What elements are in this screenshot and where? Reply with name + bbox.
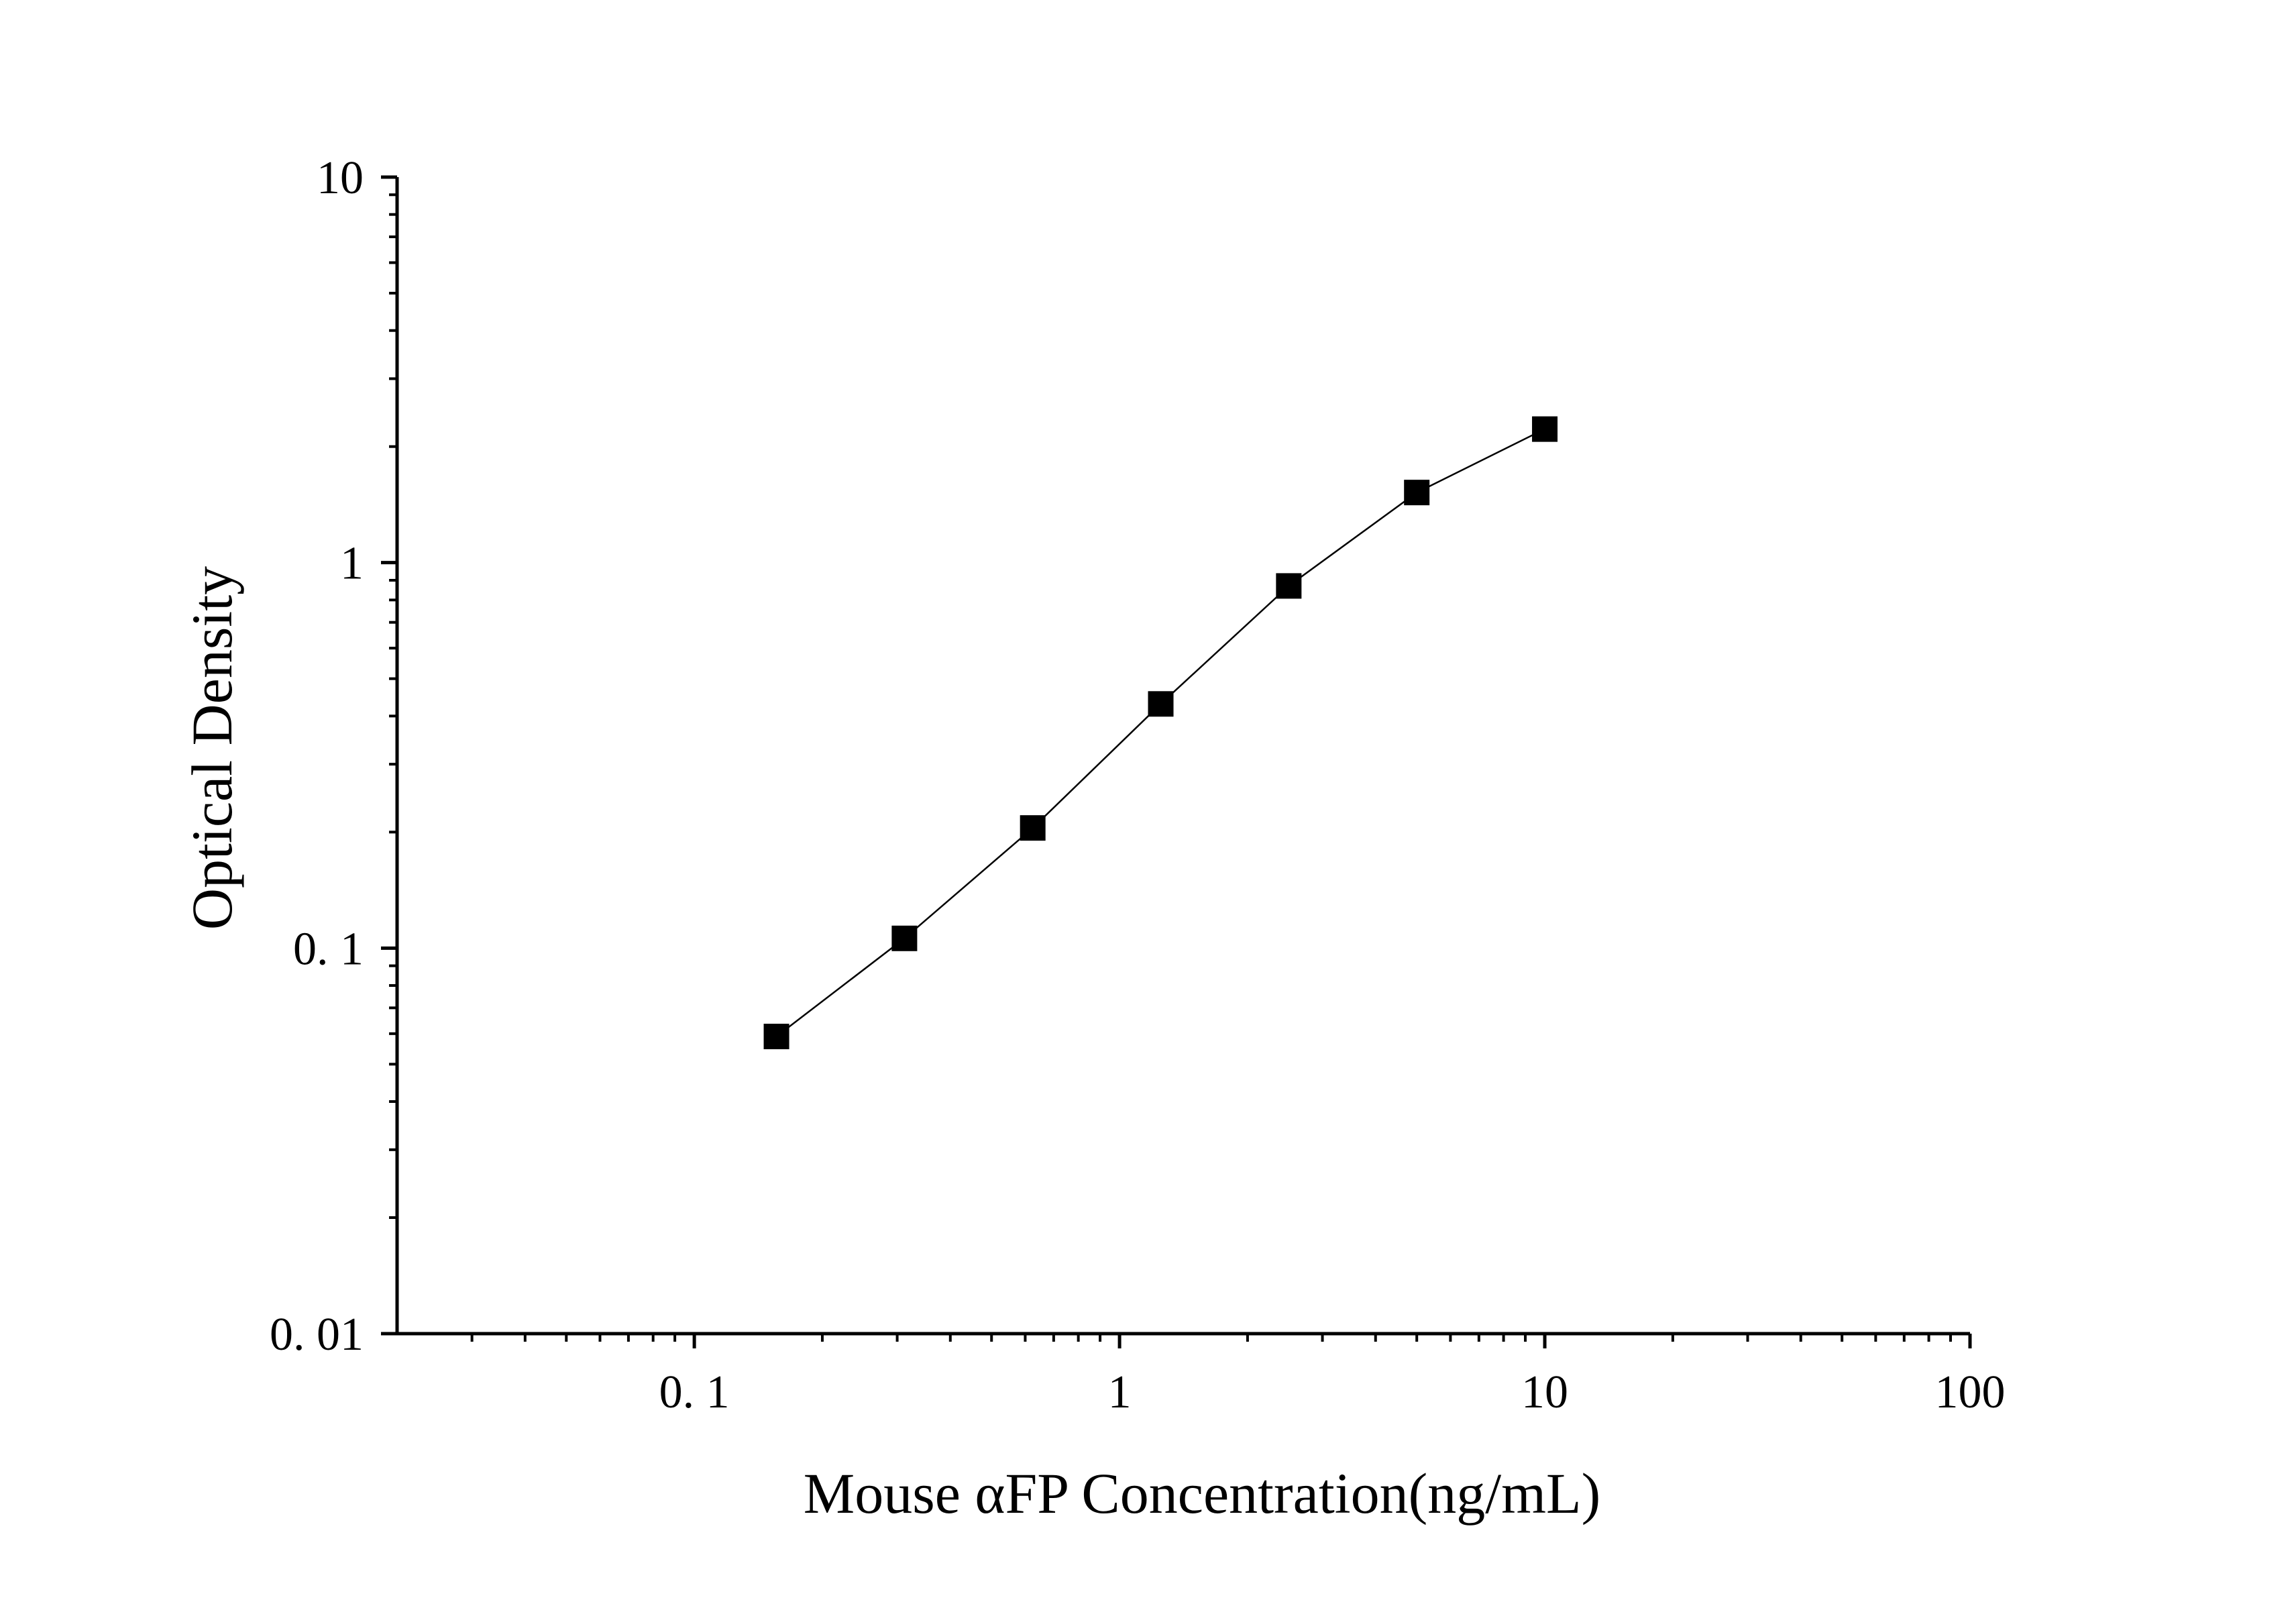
data-point-marker bbox=[1532, 416, 1558, 442]
x-axis-title: Mouse αFP Concentration(ng/mL) bbox=[804, 1461, 1600, 1526]
ticks-layer: 0. 1 1 10 100 0. 01 0. 1 1 10 bbox=[270, 152, 2006, 1418]
series-layer bbox=[763, 416, 1558, 1050]
data-point-marker bbox=[1276, 573, 1302, 599]
x-tick-label: 0. 1 bbox=[659, 1367, 730, 1418]
data-point-marker bbox=[763, 1024, 789, 1050]
y-axis-title: Optical Density bbox=[180, 566, 244, 930]
data-point-marker bbox=[1148, 691, 1174, 717]
y-tick-label: 10 bbox=[317, 152, 364, 204]
x-tick-label: 10 bbox=[1521, 1367, 1568, 1418]
x-tick-label: 1 bbox=[1108, 1367, 1132, 1418]
data-point-marker bbox=[1020, 815, 1046, 841]
y-tick-label: 0. 01 bbox=[270, 1309, 364, 1360]
x-tick-label: 100 bbox=[1935, 1367, 2006, 1418]
y-tick-label: 1 bbox=[340, 538, 364, 590]
data-point-marker bbox=[891, 925, 918, 951]
axes-layer bbox=[395, 177, 1970, 1336]
data-point-marker bbox=[1404, 480, 1430, 506]
y-tick-label: 0. 1 bbox=[293, 923, 364, 975]
